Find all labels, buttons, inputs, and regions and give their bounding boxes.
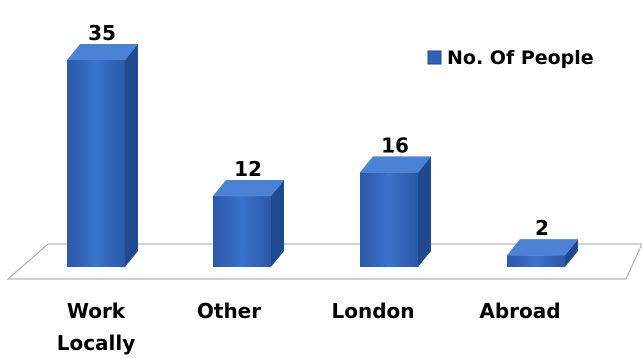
bar-top-face	[213, 180, 284, 197]
data-label: 16	[381, 133, 409, 157]
bar-front-face	[213, 196, 271, 267]
bars-layer: 35 12 16 2	[67, 21, 578, 267]
x-tick-label: Other	[197, 299, 261, 323]
bar-other: 12	[213, 157, 284, 267]
bar-front-face	[360, 172, 418, 267]
bar-top-face	[507, 239, 578, 256]
bar-london: 16	[360, 133, 431, 267]
x-axis-labels: Work Locally Other London Abroad	[57, 299, 561, 355]
legend-swatch	[427, 50, 442, 65]
bar-abroad: 2	[507, 216, 578, 267]
bar-side-face	[418, 156, 431, 267]
bar-side-face	[271, 180, 284, 267]
x-tick-label: Abroad	[479, 299, 560, 323]
data-label: 2	[535, 216, 549, 240]
bar-top-face	[67, 44, 138, 60]
bar-front-face	[67, 60, 125, 267]
bar-work-locally: 35	[67, 21, 138, 267]
bar-front-face	[507, 255, 565, 267]
bar-side-face	[125, 44, 138, 267]
x-tick-label: Work Locally	[57, 299, 136, 355]
bar-side-face	[565, 239, 578, 267]
legend-label: No. Of People	[447, 47, 594, 69]
data-label: 12	[234, 157, 262, 181]
data-label: 35	[88, 21, 116, 45]
bar-top-face	[360, 156, 431, 173]
x-tick-label: London	[331, 299, 414, 323]
legend: No. Of People	[427, 47, 594, 69]
chart-floor	[6, 243, 642, 280]
